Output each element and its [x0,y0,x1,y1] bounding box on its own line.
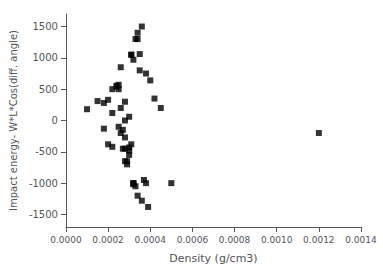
svg-text:0.0014: 0.0014 [345,235,377,245]
svg-text:0.0008: 0.0008 [219,235,251,245]
svg-text:Density (g/cm3): Density (g/cm3) [169,252,257,265]
svg-text:-500: -500 [35,146,58,157]
svg-text:0: 0 [52,115,58,126]
svg-text:500: 500 [39,84,58,95]
svg-text:0.0000: 0.0000 [50,235,82,245]
svg-text:0.0004: 0.0004 [135,235,167,245]
svg-text:0.0010: 0.0010 [261,235,293,245]
svg-text:-1500: -1500 [29,209,58,220]
svg-text:1500: 1500 [33,21,58,32]
svg-text:-1000: -1000 [29,178,58,189]
svg-text:1000: 1000 [33,52,58,63]
svg-text:0.0012: 0.0012 [303,235,335,245]
svg-text:0.0002: 0.0002 [92,235,124,245]
svg-text:Impact energy- W*L*Cos(diff. a: Impact energy- W*L*Cos(diff. angle) [8,30,19,211]
svg-text:0.0006: 0.0006 [177,235,209,245]
